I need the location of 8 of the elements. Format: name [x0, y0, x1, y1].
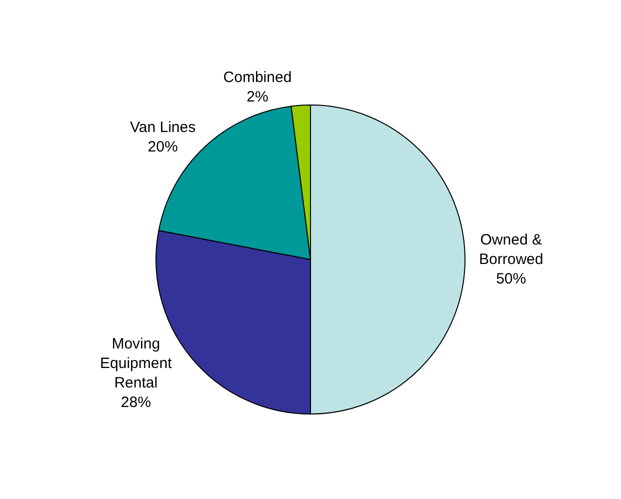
data-label: 20%	[148, 138, 178, 156]
data-label: 2%	[246, 88, 268, 106]
slice-label: Combined	[223, 68, 292, 86]
slice-label: Owned & Borrowed	[479, 232, 544, 268]
data-label: 28%	[120, 394, 151, 412]
slice-label: Van Lines	[130, 118, 196, 136]
data-label: 50%	[496, 270, 526, 288]
slice-label: Moving Equipment Rental	[100, 336, 173, 392]
